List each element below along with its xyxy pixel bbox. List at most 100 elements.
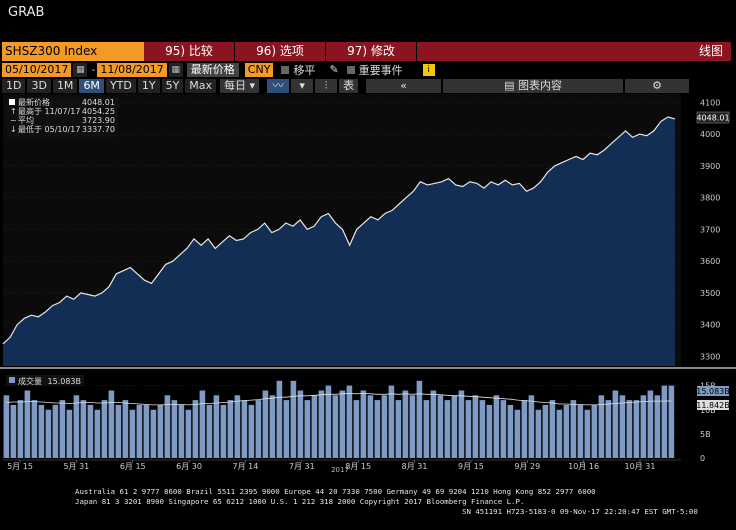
volume-bar (52, 404, 59, 458)
volume-bar (45, 409, 52, 458)
options-button[interactable]: 96) 选项 (235, 42, 326, 61)
volume-bar (87, 404, 94, 458)
volume-bar (381, 395, 388, 458)
volume-bar (241, 400, 248, 458)
legend-avg-icon: ~ (10, 116, 17, 125)
volume-bar (122, 400, 129, 458)
chart-style-icon[interactable]: ⫶ (315, 78, 338, 93)
volume-bar (311, 395, 318, 458)
volume-tag: 15.083B (696, 386, 730, 396)
pencil-icon[interactable]: ✎ (329, 63, 339, 76)
legend-high-icon: ↑ (10, 107, 17, 116)
period-ytd[interactable]: YTD (105, 78, 136, 93)
legend-swatch-last (9, 99, 15, 105)
line-chart-icon[interactable]: 〰 (267, 78, 290, 93)
volume-bar (668, 385, 675, 458)
panel-divider[interactable] (0, 367, 736, 369)
volume-legend-swatch (9, 377, 15, 383)
period-5y[interactable]: 5Y (161, 78, 184, 93)
price-tick-label: 3300 (700, 352, 720, 361)
volume-bar (465, 400, 472, 458)
x-tick-label: 5月 31 (63, 462, 89, 471)
period-max[interactable]: Max (185, 78, 217, 93)
x-tick-label: 9月 15 (458, 462, 484, 471)
price-legend[interactable]: 最新价格 4048.01 ↑ 最高于 11/07/17 4054.25 ~ 平均… (6, 97, 118, 137)
volume-bar (549, 400, 556, 458)
gear-icon[interactable]: ⚙ (625, 78, 690, 93)
volume-bar (213, 395, 220, 458)
moving-avg-label: 移平 (293, 63, 316, 77)
legend-high-label: 最高于 11/07/17 (18, 106, 80, 116)
volume-bar (150, 409, 157, 458)
period-1d[interactable]: 1D (2, 78, 26, 93)
volume-bar (360, 390, 367, 458)
chart-area: 3300 3400 3500 3600 3700 3800 3900 4000 4100 404… (0, 94, 736, 530)
volume-bar (283, 400, 290, 458)
volume-tick-label: 0 (700, 454, 705, 463)
volume-bar (227, 400, 234, 458)
price-tick-label: 3800 (700, 194, 720, 203)
volume-bar (346, 385, 353, 458)
volume-bar (129, 409, 136, 458)
volume-bar (262, 390, 269, 458)
chart-content-icon: ▤ (504, 78, 515, 92)
volume-bar (325, 385, 332, 458)
price-area-fill (3, 117, 675, 366)
volume-bar (521, 400, 528, 458)
info-icon[interactable]: i (422, 63, 435, 76)
price-y-axis: 3300 3400 3500 3600 3700 3800 3900 4000 4100 (700, 98, 720, 361)
period-6m[interactable]: 6M (79, 78, 104, 93)
volume-ma-line (6, 392, 672, 406)
volume-bar (493, 395, 500, 458)
chart-content-label: 图表内容 (518, 78, 563, 92)
frequency-select[interactable]: 每日 ▾ (220, 78, 260, 93)
volume-bar (24, 390, 31, 458)
volume-bar (472, 395, 479, 458)
volume-tag-text: 15.083B (696, 387, 729, 396)
events-checkbox[interactable] (346, 65, 355, 74)
volume-bar (535, 409, 542, 458)
field-select[interactable]: 最新价格 (186, 62, 239, 77)
volume-bar (304, 400, 311, 458)
volume-bar (437, 395, 444, 458)
volume-bar (451, 395, 458, 458)
volume-bar (220, 404, 227, 458)
volume-bar (626, 400, 633, 458)
volume-legend[interactable]: 成交量 15.083B (6, 375, 84, 386)
volume-bar (584, 409, 591, 458)
volume-bar (458, 390, 465, 458)
volume-bar (577, 404, 584, 458)
compare-button[interactable]: 95) 比较 (144, 42, 235, 61)
ticker-field[interactable]: SHSZ300 Index (2, 42, 144, 61)
volume-bar (276, 380, 283, 458)
x-tick-label: 8月 15 (345, 462, 371, 471)
start-date-input[interactable]: 05/10/2017 (2, 62, 72, 77)
volume-bar (164, 395, 171, 458)
volume-bar (318, 390, 325, 458)
period-3d[interactable]: 3D (27, 78, 51, 93)
volume-bar (248, 404, 255, 458)
period-1y[interactable]: 1Y (137, 78, 160, 93)
volume-bar (255, 400, 262, 458)
volume-bar (234, 395, 241, 458)
footer: Australia 61 2 9777 8600 Brazil 5511 239… (75, 487, 698, 516)
volume-legend-value: 15.083B (48, 377, 81, 386)
volume-bar (59, 400, 66, 458)
table-button[interactable]: 表 (339, 78, 359, 93)
legend-low-icon: ↓ (10, 125, 17, 134)
volume-bar (430, 390, 437, 458)
x-tick-label: 6月 30 (176, 462, 202, 471)
x-tick-label: 10月 16 (568, 462, 599, 471)
x-axis: 5月 15 5月 31 6月 15 6月 30 7月 14 7月 31 8月 15 8月 31… (3, 459, 681, 471)
period-1m[interactable]: 1M (52, 78, 78, 93)
chart-content-button[interactable]: ▤ 图表内容 (443, 78, 624, 93)
chart-type-dropdown-icon[interactable]: ▾ (291, 78, 314, 93)
end-date-input[interactable]: 11/08/2017 (97, 62, 167, 77)
edit-button[interactable]: 97) 修改 (326, 42, 417, 61)
moving-avg-checkbox[interactable] (281, 65, 290, 74)
grab-title: GRAB (8, 5, 45, 20)
currency-select[interactable]: CNY (244, 62, 274, 77)
calendar-icon[interactable]: ▦ (168, 62, 183, 77)
scroll-back-icon[interactable]: « (366, 78, 442, 93)
calendar-icon[interactable]: ▦ (73, 62, 88, 77)
